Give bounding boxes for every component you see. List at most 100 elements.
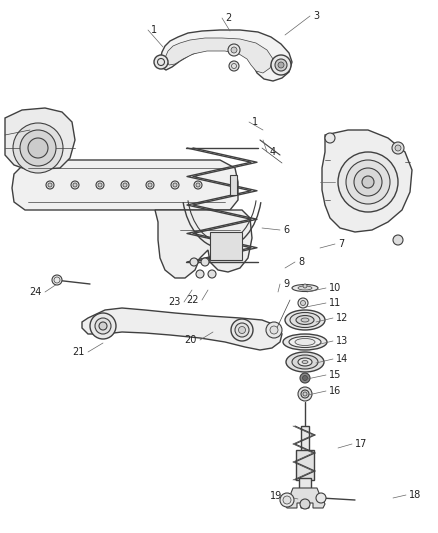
Polygon shape xyxy=(322,130,412,232)
Polygon shape xyxy=(285,488,325,508)
Polygon shape xyxy=(158,30,292,81)
Text: 14: 14 xyxy=(336,354,348,364)
Circle shape xyxy=(275,59,287,71)
Circle shape xyxy=(303,284,307,288)
Circle shape xyxy=(266,322,282,338)
Ellipse shape xyxy=(296,316,314,325)
Circle shape xyxy=(154,55,168,69)
Ellipse shape xyxy=(286,352,324,372)
Text: 7: 7 xyxy=(338,239,344,249)
Circle shape xyxy=(146,181,154,189)
Circle shape xyxy=(196,270,204,278)
Circle shape xyxy=(20,130,56,166)
Text: 16: 16 xyxy=(329,386,341,396)
Circle shape xyxy=(48,183,52,187)
Text: 24: 24 xyxy=(30,287,42,297)
Circle shape xyxy=(303,376,307,381)
Circle shape xyxy=(173,183,177,187)
Polygon shape xyxy=(82,308,282,350)
Circle shape xyxy=(95,318,111,334)
Circle shape xyxy=(271,55,291,75)
Circle shape xyxy=(71,181,79,189)
Circle shape xyxy=(270,326,278,334)
Circle shape xyxy=(338,152,398,212)
Text: 1: 1 xyxy=(151,25,157,35)
Ellipse shape xyxy=(285,310,325,330)
Circle shape xyxy=(121,181,129,189)
Text: 12: 12 xyxy=(336,313,348,323)
Text: 18: 18 xyxy=(409,490,421,500)
Polygon shape xyxy=(301,426,309,453)
Circle shape xyxy=(346,160,390,204)
Ellipse shape xyxy=(290,312,320,327)
Circle shape xyxy=(325,133,335,143)
Polygon shape xyxy=(155,210,252,278)
Text: 8: 8 xyxy=(298,257,304,267)
Circle shape xyxy=(283,496,291,504)
Text: 13: 13 xyxy=(336,336,348,346)
Circle shape xyxy=(171,181,179,189)
Text: 5: 5 xyxy=(338,177,344,187)
Ellipse shape xyxy=(295,338,315,345)
Polygon shape xyxy=(5,108,75,170)
Circle shape xyxy=(28,138,48,158)
Circle shape xyxy=(228,44,240,56)
Circle shape xyxy=(208,270,216,278)
Circle shape xyxy=(298,387,312,401)
Ellipse shape xyxy=(292,355,318,369)
Circle shape xyxy=(73,183,77,187)
Circle shape xyxy=(316,493,326,503)
Circle shape xyxy=(148,183,152,187)
Circle shape xyxy=(96,181,104,189)
Circle shape xyxy=(231,319,253,341)
Text: 4: 4 xyxy=(270,147,276,157)
Circle shape xyxy=(298,298,308,308)
Circle shape xyxy=(13,123,63,173)
Circle shape xyxy=(278,62,284,68)
Text: 3: 3 xyxy=(313,11,319,21)
Text: 21: 21 xyxy=(73,347,85,357)
Polygon shape xyxy=(12,160,238,210)
Circle shape xyxy=(392,142,404,154)
Circle shape xyxy=(300,301,305,305)
Circle shape xyxy=(46,181,54,189)
Circle shape xyxy=(194,181,202,189)
Text: 20: 20 xyxy=(185,335,197,345)
Ellipse shape xyxy=(298,358,312,366)
Circle shape xyxy=(99,322,107,330)
Text: 10: 10 xyxy=(329,283,341,293)
Text: 6: 6 xyxy=(283,225,289,235)
Circle shape xyxy=(239,327,246,334)
Circle shape xyxy=(190,258,198,266)
Polygon shape xyxy=(210,232,242,260)
Polygon shape xyxy=(165,38,273,73)
Circle shape xyxy=(303,392,307,396)
Ellipse shape xyxy=(292,285,318,292)
Circle shape xyxy=(354,168,382,196)
Text: 22: 22 xyxy=(187,295,199,305)
Circle shape xyxy=(300,499,310,509)
Circle shape xyxy=(90,313,116,339)
Text: 15: 15 xyxy=(329,370,341,380)
Text: 1: 1 xyxy=(252,117,258,127)
Ellipse shape xyxy=(298,286,312,290)
Ellipse shape xyxy=(301,318,309,322)
Circle shape xyxy=(201,258,209,266)
Polygon shape xyxy=(230,175,237,195)
Circle shape xyxy=(52,275,62,285)
Circle shape xyxy=(362,176,374,188)
Circle shape xyxy=(393,235,403,245)
Circle shape xyxy=(123,183,127,187)
Text: 23: 23 xyxy=(169,297,181,307)
Text: 17: 17 xyxy=(355,439,367,449)
Circle shape xyxy=(229,61,239,71)
Polygon shape xyxy=(299,478,311,490)
Circle shape xyxy=(196,183,200,187)
Ellipse shape xyxy=(302,360,308,364)
Text: 2: 2 xyxy=(225,13,231,23)
Ellipse shape xyxy=(283,334,327,350)
Polygon shape xyxy=(296,450,314,480)
Circle shape xyxy=(280,493,294,507)
Circle shape xyxy=(98,183,102,187)
Circle shape xyxy=(300,373,310,383)
